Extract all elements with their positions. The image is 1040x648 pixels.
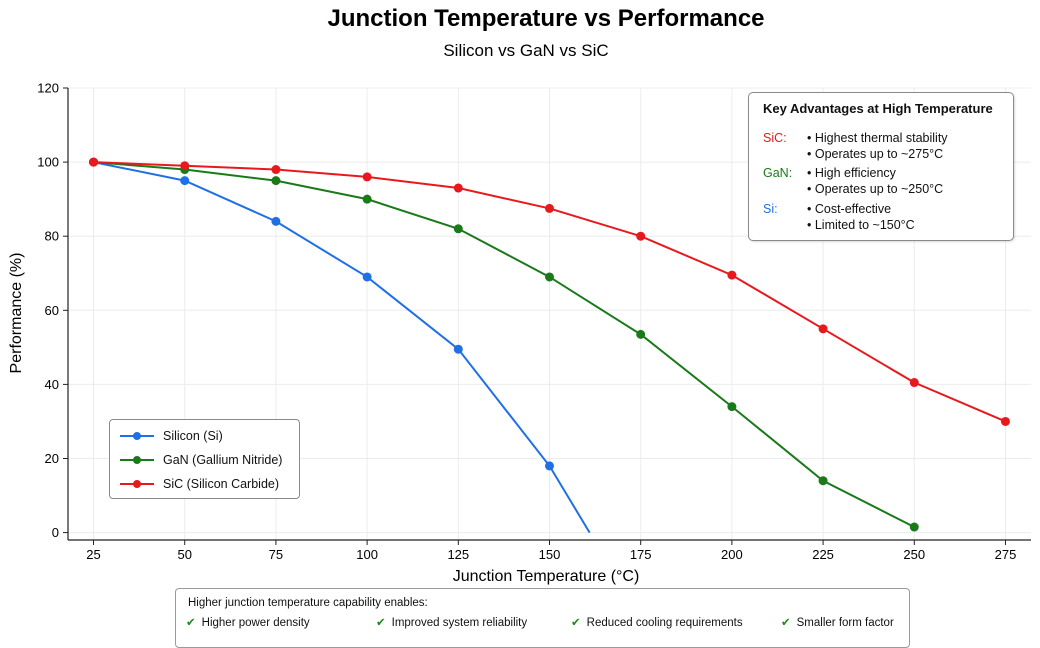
x-tick-label: 50 bbox=[177, 547, 191, 562]
advantage-line: • Cost-effective bbox=[807, 202, 892, 216]
x-tick-label: 100 bbox=[356, 547, 378, 562]
checkmark-icon: ✔ bbox=[571, 617, 581, 629]
data-point bbox=[545, 272, 554, 282]
advantage-line: • Limited to ~150°C bbox=[807, 218, 915, 232]
data-point bbox=[180, 176, 190, 186]
x-tick-label: 25 bbox=[86, 547, 100, 562]
legend-label: SiC (Silicon Carbide) bbox=[163, 477, 280, 491]
enable-item-label: Improved system reliability bbox=[391, 617, 528, 629]
y-tick-label: 40 bbox=[45, 377, 59, 392]
legend: Silicon (Si) GaN (Gallium Nitride) SiC (… bbox=[109, 419, 300, 499]
data-point bbox=[453, 224, 463, 234]
data-point bbox=[180, 161, 190, 171]
x-axis-label: Junction Temperature (°C) bbox=[453, 568, 640, 585]
y-tick-label: 20 bbox=[45, 451, 59, 466]
legend-label: GaN (Gallium Nitride) bbox=[163, 453, 283, 467]
enable-item-label: Smaller form factor bbox=[796, 617, 894, 629]
y-tick-label: 0 bbox=[52, 525, 59, 540]
advantage-label: SiC: bbox=[763, 131, 787, 145]
tick-labels: 25 50 75 100 125 150 175 200 225 250 275 0 20 40 60 80 1… bbox=[37, 81, 1016, 563]
y-tick-label: 60 bbox=[45, 303, 59, 318]
enable-item: ✔ Reduced cooling requirements bbox=[571, 615, 743, 629]
y-tick-label: 100 bbox=[37, 155, 59, 170]
legend-marker bbox=[133, 480, 141, 488]
data-point bbox=[89, 157, 99, 167]
x-tick-label: 125 bbox=[447, 547, 469, 562]
data-point bbox=[362, 194, 372, 204]
data-point bbox=[818, 324, 828, 334]
chart-title: Junction Temperature vs Performance bbox=[327, 5, 764, 32]
enable-item-label: Reduced cooling requirements bbox=[586, 617, 743, 629]
advantage-line: • Operates up to ~275°C bbox=[807, 147, 944, 161]
enable-item-label: Higher power density bbox=[201, 617, 310, 629]
advantage-label: Si: bbox=[763, 202, 778, 216]
data-point bbox=[362, 172, 372, 182]
x-tick-label: 275 bbox=[995, 547, 1017, 562]
series-line bbox=[93, 161, 915, 528]
enables-box: Higher junction temperature capability e… bbox=[175, 588, 910, 648]
x-tick-label: 225 bbox=[812, 547, 834, 562]
data-point bbox=[727, 402, 737, 412]
data-point bbox=[727, 270, 737, 280]
checkmark-icon: ✔ bbox=[376, 617, 386, 629]
advantages-box: Key Advantages at High Temperature SiC: … bbox=[748, 92, 1014, 241]
enable-item: ✔ Smaller form factor bbox=[781, 615, 894, 629]
series bbox=[89, 157, 1010, 426]
data-point bbox=[909, 378, 919, 388]
legend-marker bbox=[133, 432, 141, 440]
y-tick-label: 120 bbox=[37, 81, 59, 96]
chart-subtitle: Silicon vs GaN vs SiC bbox=[443, 41, 608, 60]
x-tick-label: 250 bbox=[903, 547, 925, 562]
data-point bbox=[909, 522, 919, 532]
data-point bbox=[545, 203, 554, 213]
y-tick-label: 80 bbox=[45, 229, 59, 244]
advantage-line: • Operates up to ~250°C bbox=[807, 182, 944, 196]
axes bbox=[63, 87, 1031, 545]
legend-marker bbox=[133, 456, 141, 464]
checkmark-icon: ✔ bbox=[781, 617, 791, 629]
checkmark-icon: ✔ bbox=[186, 617, 196, 629]
x-tick-label: 175 bbox=[630, 547, 652, 562]
y-axis-label: Performance (%) bbox=[8, 253, 25, 374]
advantage-label: GaN: bbox=[763, 166, 793, 180]
data-point bbox=[818, 476, 828, 486]
data-point bbox=[453, 183, 463, 193]
data-point bbox=[1000, 416, 1010, 426]
data-point bbox=[453, 344, 463, 354]
data-point bbox=[636, 231, 646, 241]
enable-item: ✔ Improved system reliability bbox=[376, 615, 527, 629]
data-point bbox=[271, 176, 281, 186]
enable-item: ✔ Higher power density bbox=[186, 615, 310, 629]
advantage-line: • Highest thermal stability bbox=[807, 131, 948, 145]
data-point bbox=[271, 165, 281, 175]
x-tick-label: 75 bbox=[269, 547, 283, 562]
data-point bbox=[271, 216, 281, 226]
x-tick-label: 200 bbox=[721, 547, 743, 562]
enables-title: Higher junction temperature capability e… bbox=[188, 597, 428, 609]
advantage-line: • High efficiency bbox=[807, 166, 896, 180]
data-point bbox=[362, 272, 372, 282]
legend-label: Silicon (Si) bbox=[163, 429, 223, 443]
advantages-title: Key Advantages at High Temperature bbox=[763, 101, 993, 116]
data-point bbox=[636, 329, 646, 339]
data-point bbox=[545, 461, 554, 471]
data-series bbox=[89, 157, 1010, 534]
x-tick-label: 150 bbox=[539, 547, 561, 562]
